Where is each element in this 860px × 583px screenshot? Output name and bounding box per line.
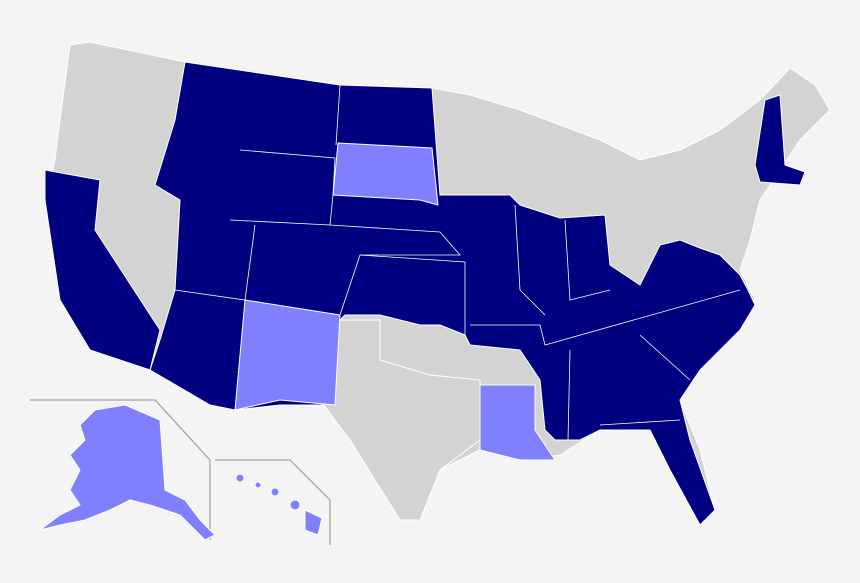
state <box>44 169 161 371</box>
island <box>235 473 245 483</box>
island <box>254 481 262 489</box>
state <box>479 384 556 461</box>
border <box>174 224 256 301</box>
hawaii <box>235 473 323 536</box>
state <box>754 94 806 186</box>
state-borders <box>174 84 741 441</box>
border <box>335 84 341 146</box>
border <box>329 224 461 316</box>
island <box>270 487 280 497</box>
inset-frame <box>30 399 211 540</box>
border <box>229 149 336 226</box>
state <box>234 299 341 411</box>
border <box>514 204 546 316</box>
border <box>639 334 691 381</box>
state <box>39 404 216 541</box>
island <box>304 509 323 536</box>
inset-frame <box>215 459 331 545</box>
border <box>359 254 466 335</box>
border <box>564 219 611 301</box>
border <box>567 349 571 441</box>
border <box>470 289 741 346</box>
border <box>599 419 681 426</box>
state <box>332 142 439 206</box>
island <box>289 499 301 511</box>
